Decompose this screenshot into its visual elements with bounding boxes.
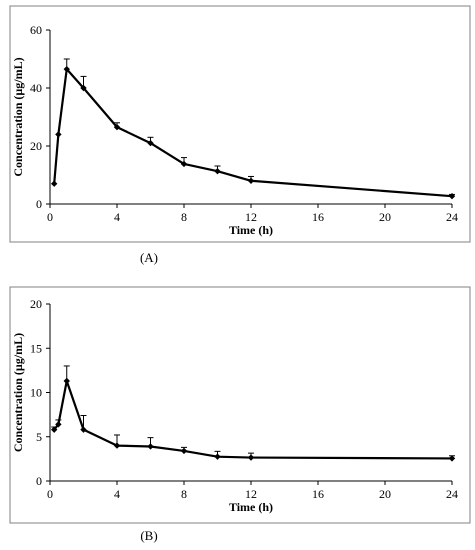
x-tick-label: 4 — [114, 210, 120, 224]
y-tick-label: 20 — [30, 139, 42, 153]
data-point — [180, 160, 188, 168]
data-point — [63, 377, 70, 385]
panel-label: (A) — [140, 250, 158, 265]
chart-frame — [9, 286, 471, 524]
series-line — [53, 379, 453, 460]
data-point — [55, 131, 62, 138]
x-axis-label: Time (h) — [229, 500, 273, 514]
x-tick-label: 12 — [245, 487, 257, 501]
y-axis-label: Concentration (µg/mL) — [11, 57, 25, 176]
x-tick-label: 8 — [181, 487, 187, 501]
x-tick-label: 4 — [114, 487, 120, 501]
data-point — [80, 426, 87, 433]
series-line — [53, 68, 453, 198]
data-point — [50, 426, 58, 433]
data-point — [147, 139, 154, 147]
y-tick-label: 0 — [36, 474, 42, 488]
y-tick-label: 5 — [36, 430, 42, 444]
data-point — [214, 168, 221, 175]
x-tick-label: 20 — [379, 487, 391, 501]
x-tick-label: 0 — [47, 487, 53, 501]
data-point — [448, 192, 456, 200]
y-tick-label: 10 — [30, 386, 42, 400]
y-tick-label: 15 — [30, 341, 42, 355]
data-point — [80, 84, 87, 92]
data-point — [247, 454, 255, 461]
data-point — [113, 442, 121, 449]
x-tick-label: 12 — [245, 210, 257, 224]
data-point — [180, 447, 188, 455]
x-tick-label: 0 — [47, 210, 53, 224]
panel-label: (B) — [140, 528, 157, 543]
x-axis-label: Time (h) — [229, 223, 273, 237]
data-point — [63, 65, 70, 73]
x-tick-label: 8 — [181, 210, 187, 224]
data-point — [448, 455, 456, 462]
chart-panel-a: 0 20 40 60 0 4 8 12 16 20 24 Time (h) Concentration … — [9, 5, 471, 265]
data-point — [247, 177, 255, 184]
y-axis-label: Concentration (µg/mL) — [11, 333, 25, 452]
data-point — [113, 123, 121, 131]
x-tick-label: 24 — [446, 210, 458, 224]
y-tick-label: 40 — [30, 81, 42, 95]
x-tick-label: 16 — [312, 487, 324, 501]
data-point — [50, 180, 58, 187]
y-tick-label: 60 — [30, 23, 42, 37]
y-tick-label: 20 — [30, 297, 42, 311]
x-tick-label: 24 — [446, 487, 458, 501]
x-tick-label: 16 — [312, 210, 324, 224]
y-tick-label: 0 — [36, 197, 42, 211]
data-point — [55, 421, 62, 428]
data-point — [147, 443, 154, 450]
x-tick-label: 20 — [379, 210, 391, 224]
data-point — [214, 453, 221, 460]
chart-panel-b: 0 5 10 15 20 0 4 8 12 16 20 24 Time (h) Concentration… — [9, 286, 471, 543]
chart-frame — [9, 5, 471, 243]
